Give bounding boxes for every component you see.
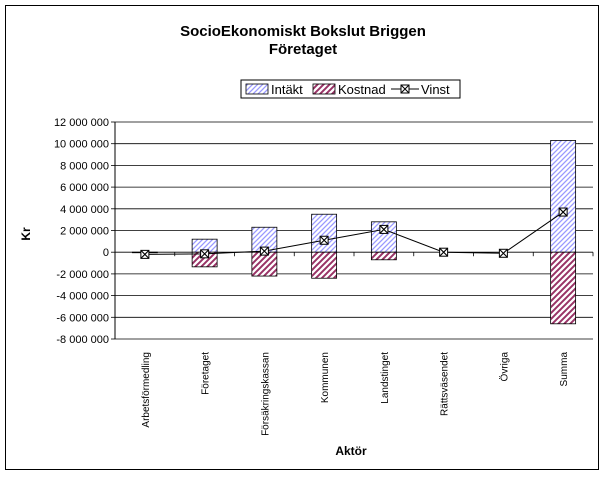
x-axis-title: Aktör [335,444,367,458]
legend-swatch-kostnad [312,83,336,95]
bars [114,140,594,325]
bar-intäkt-3 [311,213,338,253]
x-tick-labels: Arbetsförmedling Företaget Försäkringskass… [141,352,570,436]
vinst-point-5 [439,247,449,257]
y-tick-label: -4 000 000 [56,291,109,303]
vinst-point-3 [319,235,329,245]
x-tick-label: Kommunen [320,352,331,403]
y-tick-label: 4 000 000 [60,204,109,216]
bar-kostnad-2 [251,251,278,277]
vinst-point-1 [200,249,210,259]
vinst-polyline [144,211,564,255]
y-tick-label: 12 000 000 [54,117,109,129]
bar-intäkt-7 [550,140,577,253]
y-tick-label: -2 000 000 [56,269,109,281]
legend-label-kostnad: Kostnad [338,82,386,97]
chart: SocioEkonomiskt Bokslut Briggen Företage… [19,23,594,458]
legend-label-intakt: Intäkt [271,82,303,97]
x-tick-label: Landstinget [380,352,391,404]
legend-label-vinst: Vinst [421,82,450,97]
y-tick-label: -6 000 000 [56,312,109,324]
legend-marker-vinst [400,84,410,94]
y-tick-label: -8 000 000 [56,334,109,346]
bar-kostnad-4 [370,251,397,261]
vinst-line [140,207,568,259]
chart-subtitle: Företaget [269,41,337,58]
chart-title: SocioEkonomiskt Bokslut Briggen [180,23,426,40]
vinst-point-0 [140,249,150,259]
bar-kostnad-3 [311,251,338,279]
y-tick-label: 10 000 000 [54,139,109,151]
x-tick-label: Övriga [498,352,510,382]
bar-kostnad-7 [550,251,577,325]
x-tick-label: Rättsväsendet [440,352,451,416]
y-tick-label: 2 000 000 [60,226,109,238]
chart-frame: SocioEkonomiskt Bokslut Briggen Företage… [5,5,599,470]
y-tick-label: 0 [103,247,109,259]
gridlines [111,121,593,340]
x-tick-label: Försäkringskassan [260,352,271,436]
x-tick-label: Arbetsförmedling [141,352,152,428]
y-axis-title: Kr [19,227,33,241]
vinst-point-2 [259,246,269,256]
legend: Intäkt Kostnad Vinst [240,79,461,99]
legend-swatch-intakt [245,83,269,95]
y-tick-label: 6 000 000 [60,182,109,194]
y-tick-label: 8 000 000 [60,160,109,172]
vinst-point-6 [498,248,508,258]
y-tick-labels: 12 000 000 10 000 000 8 000 000 6 000 000 4 … [54,117,109,346]
x-tick-label: Företaget [201,352,212,395]
vinst-point-4 [379,224,389,234]
vinst-point-7 [558,207,568,217]
x-tick-label: Summa [559,352,570,387]
